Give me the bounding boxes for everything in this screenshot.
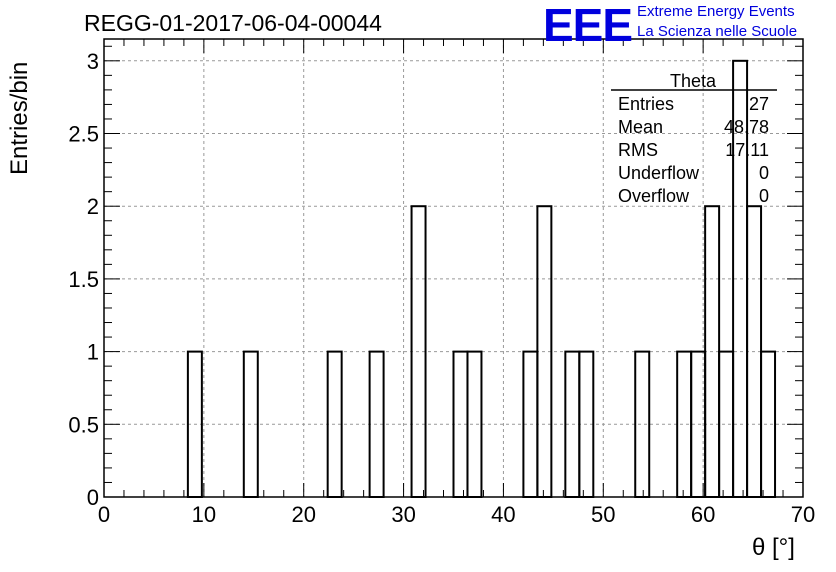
stats-label: Underflow [618, 163, 700, 183]
histogram-bin-6 [466, 350, 483, 498]
y-tick-label: 3 [87, 49, 99, 74]
y-tick-label: 1 [87, 340, 99, 365]
stats-value: 27 [749, 94, 769, 114]
y-tick-label: 2 [87, 194, 99, 219]
x-tick-label: 60 [691, 502, 715, 527]
logo-subtitle-1: Extreme Energy Events [637, 3, 795, 20]
y-tick-label: 0.5 [68, 412, 99, 437]
x-axis-label: θ [°] [752, 534, 795, 561]
x-tick-label: 20 [291, 502, 315, 527]
stats-label: Entries [618, 94, 674, 114]
stats-value: 0 [759, 163, 769, 183]
logo-subtitle-2: La Scienza nelle Scuole [637, 23, 798, 40]
stats-box-title: Theta [670, 71, 717, 91]
x-tick-label: 50 [591, 502, 615, 527]
x-tick-label: 0 [98, 502, 110, 527]
run-title: REGG-01-2017-06-04-00044 [84, 10, 382, 36]
stats-label: Overflow [618, 186, 690, 206]
x-tick-label: 30 [391, 502, 415, 527]
x-tick-label: 10 [192, 502, 216, 527]
y-tick-label: 2.5 [68, 122, 99, 147]
x-tick-label: 70 [791, 502, 815, 527]
stats-value: 48.78 [724, 117, 769, 137]
y-tick-label: 1.5 [68, 267, 99, 292]
stats-value: 17.11 [725, 140, 769, 160]
plot-frame [103, 38, 804, 498]
x-tick-label: 40 [491, 502, 515, 527]
stats-label: Mean [618, 117, 663, 137]
y-axis-label: Entries/bin [6, 61, 33, 175]
histogram-bin-12 [676, 350, 693, 498]
stats-label: RMS [618, 140, 658, 160]
stats-value: 0 [759, 186, 769, 206]
eee-logo: EEE [543, 0, 633, 51]
y-tick-label: 0 [87, 485, 99, 510]
histogram-bin-11 [634, 350, 651, 498]
histogram-bin-15 [718, 350, 735, 498]
